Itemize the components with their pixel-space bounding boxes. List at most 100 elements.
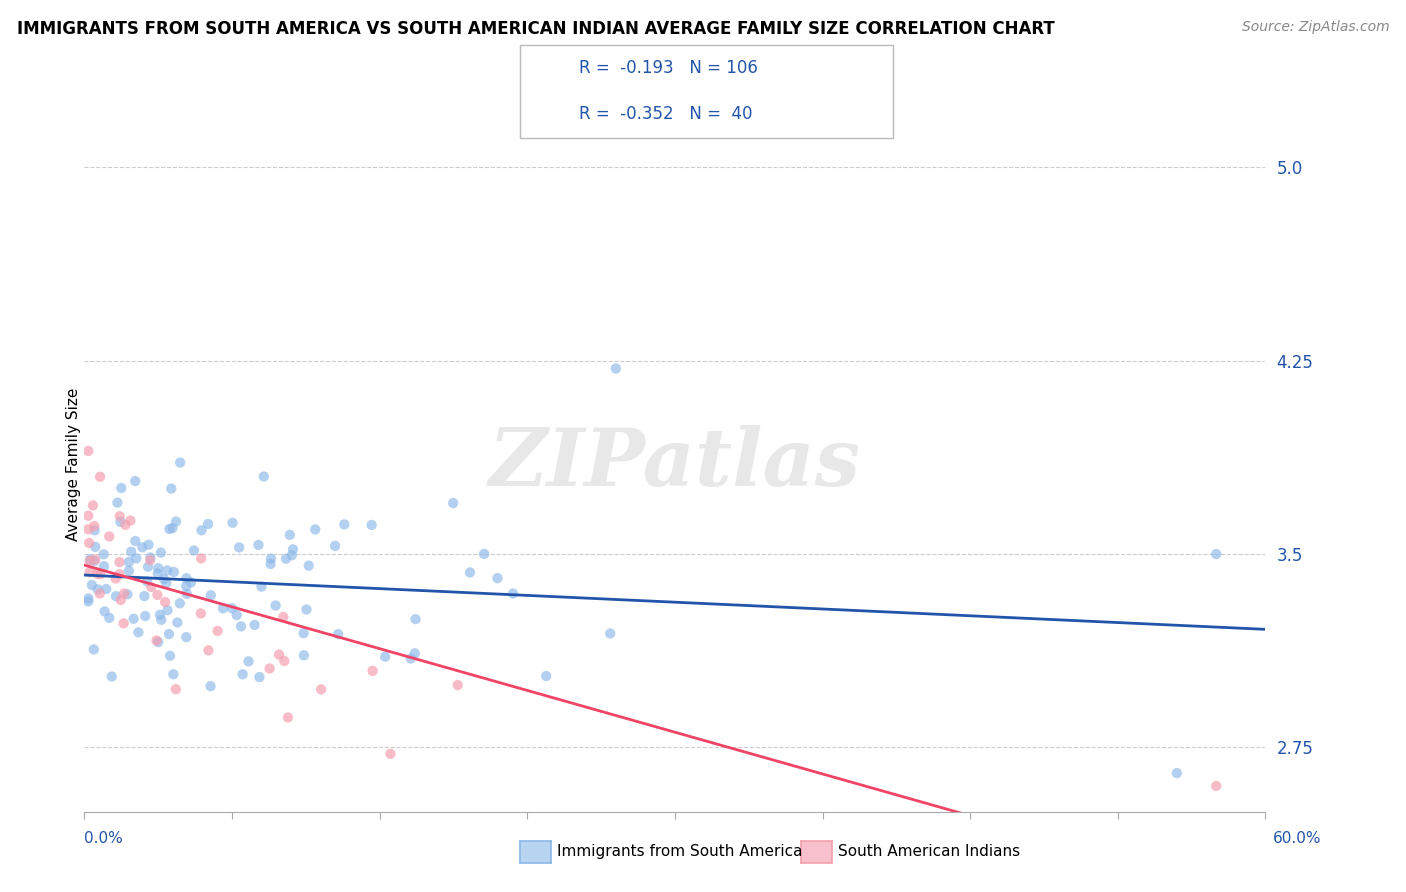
Point: [108, 567, 131, 582]
Point: [79, 552, 101, 566]
Point: [486, 571, 509, 585]
Point: [110, 515, 132, 529]
Point: [79, 554, 101, 568]
Point: [278, 528, 301, 542]
Point: [104, 572, 127, 586]
Point: [104, 589, 127, 603]
Text: ZIPatlas: ZIPatlas: [489, 425, 860, 502]
Point: [160, 482, 183, 496]
Point: [83, 524, 105, 538]
Point: [112, 586, 135, 600]
Point: [253, 469, 276, 483]
Point: [118, 564, 141, 578]
Point: [148, 635, 170, 649]
Point: [274, 551, 297, 566]
Point: [117, 587, 139, 601]
Point: [98, 529, 121, 543]
Point: [176, 571, 198, 585]
Point: [163, 565, 186, 579]
Point: [80, 578, 103, 592]
Point: [264, 599, 287, 613]
Point: [77, 522, 100, 536]
Point: [292, 648, 315, 663]
Text: R =  -0.193   N = 106: R = -0.193 N = 106: [579, 59, 758, 77]
Point: [502, 586, 524, 600]
Text: Immigrants from South America: Immigrants from South America: [557, 845, 803, 859]
Point: [277, 710, 299, 724]
Text: 60.0%: 60.0%: [1274, 831, 1322, 846]
Point: [176, 630, 198, 644]
Point: [86, 566, 108, 581]
Point: [180, 575, 202, 590]
Point: [1205, 779, 1227, 793]
Point: [404, 646, 426, 660]
Point: [232, 667, 254, 681]
Point: [212, 601, 235, 615]
Point: [83, 519, 105, 533]
Point: [200, 679, 222, 693]
Point: [361, 664, 384, 678]
Point: [157, 627, 180, 641]
Point: [110, 593, 132, 607]
Point: [221, 516, 243, 530]
Point: [605, 361, 627, 376]
Text: 0.0%: 0.0%: [84, 831, 124, 846]
Point: [166, 615, 188, 630]
Point: [84, 540, 107, 554]
Point: [112, 616, 135, 631]
Point: [83, 554, 105, 568]
Point: [165, 682, 187, 697]
Point: [159, 522, 181, 536]
Point: [93, 559, 115, 574]
Point: [136, 574, 159, 589]
Point: [134, 609, 156, 624]
Point: [125, 551, 148, 566]
Point: [145, 633, 167, 648]
Point: [273, 654, 295, 668]
Point: [197, 516, 219, 531]
Point: [89, 586, 111, 600]
Text: IMMIGRANTS FROM SOUTH AMERICA VS SOUTH AMERICAN INDIAN AVERAGE FAMILY SIZE CORRE: IMMIGRANTS FROM SOUTH AMERICA VS SOUTH A…: [17, 20, 1054, 37]
Point: [110, 481, 132, 495]
Point: [127, 625, 149, 640]
Point: [250, 580, 273, 594]
Point: [207, 624, 229, 638]
Point: [79, 565, 101, 579]
Point: [292, 626, 315, 640]
Point: [259, 557, 281, 571]
Point: [82, 499, 104, 513]
Point: [190, 607, 212, 621]
Point: [148, 561, 170, 575]
Point: [304, 523, 326, 537]
Point: [174, 579, 197, 593]
Point: [228, 541, 250, 555]
Point: [281, 548, 304, 562]
Point: [139, 553, 162, 567]
Point: [405, 612, 427, 626]
Point: [328, 627, 350, 641]
Point: [108, 509, 131, 524]
Point: [190, 551, 212, 566]
Point: [169, 456, 191, 470]
Point: [114, 517, 136, 532]
Point: [155, 576, 177, 591]
Point: [447, 678, 470, 692]
Point: [134, 589, 156, 603]
Point: [93, 547, 115, 561]
Point: [323, 539, 346, 553]
Point: [259, 661, 281, 675]
Point: [298, 558, 321, 573]
Point: [120, 545, 142, 559]
Point: [1205, 547, 1227, 561]
Point: [122, 612, 145, 626]
Point: [165, 515, 187, 529]
Point: [108, 555, 131, 569]
Point: [131, 541, 153, 555]
Point: [159, 648, 181, 663]
Point: [124, 474, 146, 488]
Point: [120, 514, 142, 528]
Point: [229, 619, 252, 633]
Point: [271, 610, 294, 624]
Point: [107, 495, 129, 509]
Point: [260, 551, 283, 566]
